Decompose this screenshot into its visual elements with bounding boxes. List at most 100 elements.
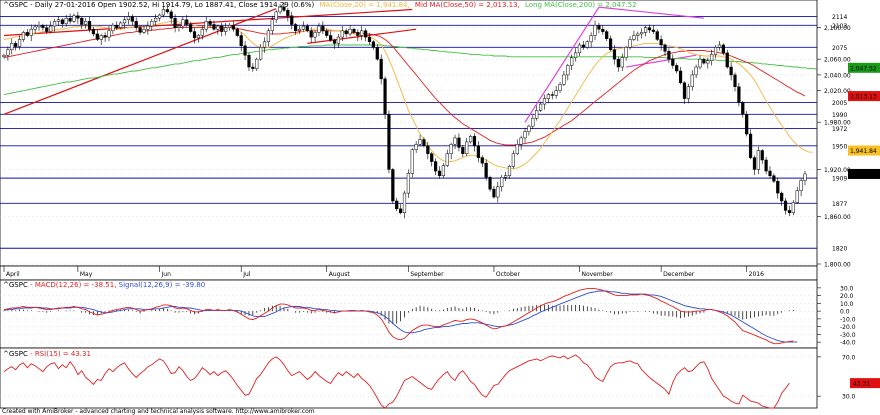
candle-body [6,49,10,56]
candle-body [87,21,92,30]
month-label: November [581,271,613,278]
candle-body [360,30,364,36]
candle-body [185,19,189,25]
candle-body [480,157,484,164]
candle-body [671,58,675,66]
candle-body [352,28,356,33]
candle-body [527,125,531,132]
month-label: September [410,271,444,278]
candle-body [710,54,714,61]
candle-body [484,162,488,178]
candle-body [795,190,799,203]
price-pane: 2,100.00 2,060.00 2,040.00 2,020.00 1,980.00… [0,0,880,269]
candle-body [56,19,61,22]
candle-body [99,35,103,40]
candle-body [418,139,422,145]
candle-body [651,29,655,32]
level-label: 1909 [832,176,847,183]
candle-body [76,15,80,19]
candle-body [605,31,609,39]
candle-body [461,147,465,154]
candle-body [776,181,780,194]
candle-body [286,10,290,17]
candle-body [138,27,142,33]
candle-body [717,44,722,48]
candle-body [37,25,41,28]
candle-body [294,24,298,32]
trendline-red [3,8,413,37]
candle-body [702,58,706,64]
candle-body [612,49,617,60]
price-tick-label: 2,020.00 [824,88,851,95]
candle-body [546,94,550,99]
candle-body [768,170,772,177]
candle-body [329,35,333,41]
rsi-badge-bg [850,378,880,389]
candle-body [367,36,372,43]
trendline-magenta [598,6,704,19]
candle-body [507,166,512,177]
month-label: Jul [242,271,251,278]
candle-body [297,28,302,32]
candle-body [157,14,162,19]
candle-body [675,65,679,72]
candle-body [616,58,620,68]
candle-body [787,210,792,214]
long-ma-legend: Long MA(Close,200) = 2,047.52 [525,1,637,9]
candle-body [426,145,430,154]
candle-body [177,25,181,28]
candle-body [200,28,204,36]
candle-body [52,21,57,27]
candle-body [212,24,216,30]
candle-body [706,60,710,64]
candle-body [262,41,267,48]
candle-body [523,131,527,139]
ma20-badge-bg [848,145,880,156]
candle-body [756,150,760,170]
month-label: 2016 [749,271,764,278]
candle-body [103,35,107,38]
candle-body [624,47,628,58]
candle-body [379,58,383,80]
candle-body [348,28,352,35]
candle-body [441,165,445,177]
candle-body [620,57,624,68]
candle-body [21,32,26,40]
candle-body [33,26,37,30]
rsi-legend: - RSI(15) = 43.31 [30,350,91,358]
rsi-axis: 70.0 30.0 [817,354,856,401]
candle-body [476,145,480,158]
candle-body [601,28,605,32]
trendline-magenta [626,54,697,68]
price-candles [2,2,807,219]
candle-body [255,58,259,69]
rsi-tick-label: 30.0 [842,394,856,401]
candle-body [270,19,274,32]
candle-body [437,170,442,177]
candle-body [247,54,251,68]
candle-body [84,21,88,25]
candle-body [72,15,76,22]
candle-body [453,137,457,145]
candle-body [566,65,570,76]
macd-header: ^GSPC - MACD(12,26) = -38.51, Signal(12,… [3,281,205,289]
candle-body [694,66,698,76]
price-badges: 2,047.52 2,013.13 1,941.84 1,914.29 [848,62,880,179]
candle-body [10,43,14,50]
level-label: 1820 [832,246,847,253]
macd-symbol: ^GSPC [3,281,28,289]
candle-body [570,57,574,66]
candle-body [309,30,313,38]
candle-body [243,45,247,56]
candle-body [282,6,286,11]
candle-body [632,35,636,40]
level-label: 1877 [832,201,847,208]
mid-ma-badge-bg [848,91,880,102]
candle-body [220,25,224,32]
candle-body [313,32,317,38]
level-label: 1972 [832,126,847,133]
candle-body [173,17,177,28]
candle-body [336,36,341,44]
candle-body [558,84,562,91]
candle-body [25,32,29,36]
